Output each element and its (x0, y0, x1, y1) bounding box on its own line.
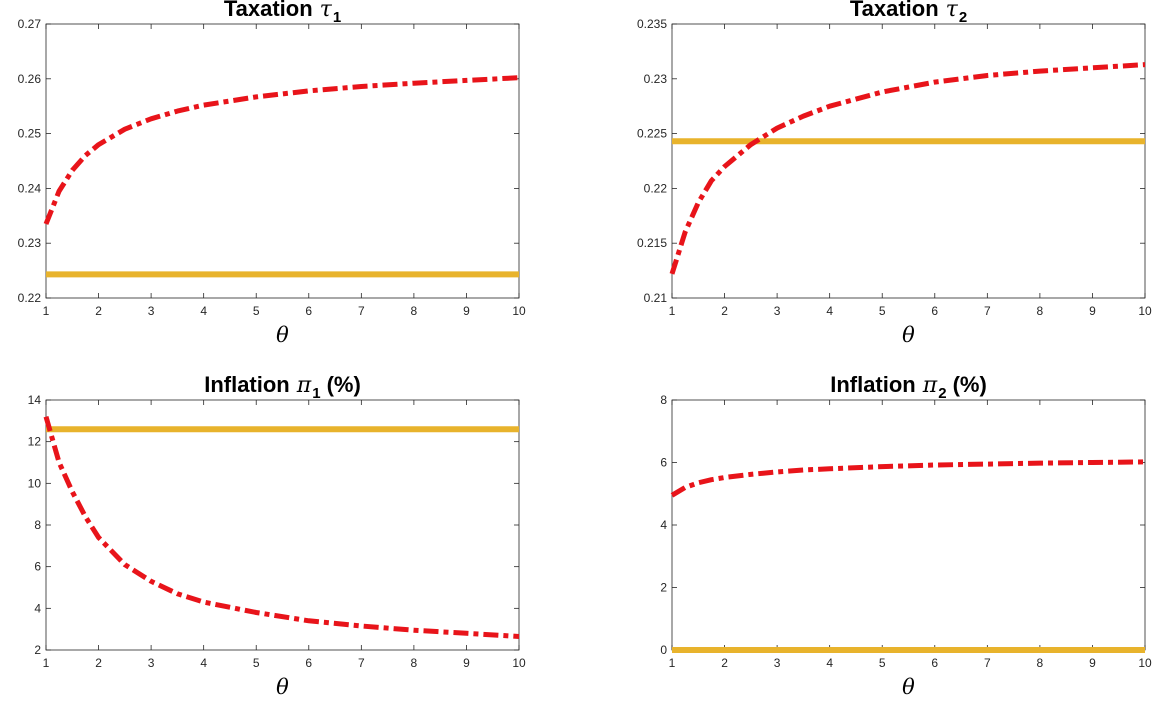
x-tick-label: 2 (721, 656, 728, 670)
x-axis-label: θ (276, 675, 289, 699)
y-tick-label: 4 (34, 601, 41, 615)
x-tick-label: 3 (774, 304, 781, 318)
series-line-1 (43, 416, 520, 639)
y-tick-label: 0.215 (637, 236, 667, 250)
series-line-1 (669, 62, 1146, 275)
x-tick-label: 9 (463, 656, 470, 670)
x-tick-label: 6 (305, 656, 312, 670)
x-tick-label: 6 (931, 656, 938, 670)
y-tick-label: 0.235 (637, 17, 667, 31)
x-tick-label: 7 (358, 304, 365, 318)
x-tick-label: 2 (95, 656, 102, 670)
x-tick-label: 1 (669, 304, 676, 318)
x-axis-label: θ (276, 323, 289, 347)
x-tick-label: 9 (463, 304, 470, 318)
x-tick-label: 5 (879, 656, 886, 670)
chart-title: Taxation τ2 (850, 0, 967, 26)
x-tick-label: 5 (879, 304, 886, 318)
chart-title: Inflation π1 (%) (204, 372, 361, 402)
chart-panel-1: 1 2 3 4 5 6 7 8 9 10 0.22 0.23 0.24 0.25 0.26 0.27 Taxat… (18, 0, 526, 347)
x-tick-label: 10 (1138, 304, 1152, 318)
x-tick-label: 9 (1089, 304, 1096, 318)
y-tick-label: 0.225 (637, 127, 667, 141)
y-tick-label: 0.24 (18, 181, 42, 195)
y-tick-label: 10 (28, 476, 42, 490)
plot-area (671, 399, 1146, 651)
x-tick-label: 4 (200, 656, 207, 670)
series-line-1 (670, 459, 1146, 498)
x-tick-label: 7 (984, 304, 991, 318)
y-tick-label: 2 (660, 581, 667, 595)
x-tick-label: 6 (305, 304, 312, 318)
y-tick-label: 0.27 (18, 17, 42, 31)
chart-title: Inflation π2 (%) (830, 372, 987, 402)
y-tick-label: 0 (660, 643, 667, 657)
x-tick-label: 5 (253, 656, 260, 670)
y-tick-label: 0.22 (18, 291, 42, 305)
y-tick-label: 6 (660, 456, 667, 470)
x-tick-label: 4 (200, 304, 207, 318)
x-axis-label: θ (902, 323, 915, 347)
x-tick-label: 10 (512, 656, 526, 670)
x-tick-label: 3 (148, 304, 155, 318)
x-tick-label: 4 (826, 656, 833, 670)
x-tick-label: 10 (1138, 656, 1152, 670)
y-tick-label: 8 (660, 393, 667, 407)
y-tick-label: 0.22 (644, 181, 668, 195)
x-tick-label: 8 (411, 656, 418, 670)
plot-area (45, 399, 520, 651)
y-tick-label: 0.23 (18, 236, 42, 250)
x-tick-label: 5 (253, 304, 260, 318)
x-tick-label: 2 (95, 304, 102, 318)
y-tick-label: 8 (34, 518, 41, 532)
x-tick-label: 8 (411, 304, 418, 318)
series-line-1 (43, 75, 520, 225)
chart-panel-2: 1 2 3 4 5 6 7 8 9 10 0.21 0.215 0.22 0.225 0.23 0.235 Ta… (637, 0, 1152, 347)
y-tick-label: 2 (34, 643, 41, 657)
y-tick-label: 0.23 (644, 72, 668, 86)
x-axis-label: θ (902, 675, 915, 699)
x-tick-label: 3 (148, 656, 155, 670)
chart-panel-4: 1 2 3 4 5 6 7 8 9 10 0 2 4 6 8 Inflation π2 (%) θ (660, 372, 1152, 699)
x-tick-label: 8 (1037, 304, 1044, 318)
y-tick-label: 0.26 (18, 72, 42, 86)
chart-title: Taxation τ1 (224, 0, 341, 26)
plot-area (45, 23, 520, 299)
plot-area (671, 23, 1146, 299)
x-tick-label: 7 (984, 656, 991, 670)
x-tick-label: 1 (669, 656, 676, 670)
x-tick-label: 1 (43, 304, 50, 318)
x-tick-label: 1 (43, 656, 50, 670)
y-tick-label: 14 (28, 393, 42, 407)
x-tick-label: 8 (1037, 656, 1044, 670)
y-tick-label: 0.25 (18, 127, 42, 141)
x-tick-label: 3 (774, 656, 781, 670)
y-tick-label: 0.21 (644, 291, 668, 305)
y-tick-label: 12 (28, 435, 42, 449)
x-tick-label: 4 (826, 304, 833, 318)
y-tick-label: 4 (660, 518, 667, 532)
x-tick-label: 6 (931, 304, 938, 318)
x-tick-label: 10 (512, 304, 526, 318)
x-tick-label: 7 (358, 656, 365, 670)
x-tick-label: 9 (1089, 656, 1096, 670)
x-tick-label: 2 (721, 304, 728, 318)
y-tick-label: 6 (34, 560, 41, 574)
